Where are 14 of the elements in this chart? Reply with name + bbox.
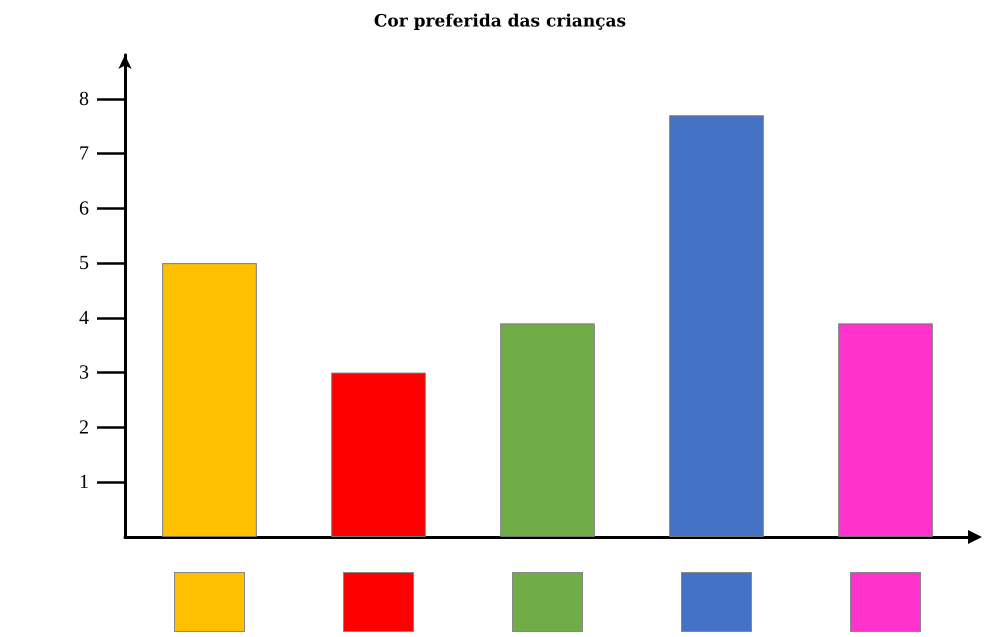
- y-tick-label: 6: [79, 197, 89, 220]
- y-tick-label: 2: [79, 416, 89, 438]
- bar: [162, 263, 257, 537]
- y-tick-label: 1: [79, 471, 89, 494]
- y-tick-label: 5: [79, 252, 89, 274]
- bar: [331, 372, 426, 537]
- chart-title: Cor preferida das crianças: [374, 12, 626, 32]
- y-tick-label: 8: [79, 88, 89, 110]
- bar: [500, 323, 595, 537]
- y-tick-label: 4: [79, 306, 89, 329]
- bar: [669, 115, 764, 537]
- y-tick-label: 3: [79, 362, 89, 384]
- y-tick-label: 7: [79, 142, 89, 165]
- bar: [838, 323, 933, 537]
